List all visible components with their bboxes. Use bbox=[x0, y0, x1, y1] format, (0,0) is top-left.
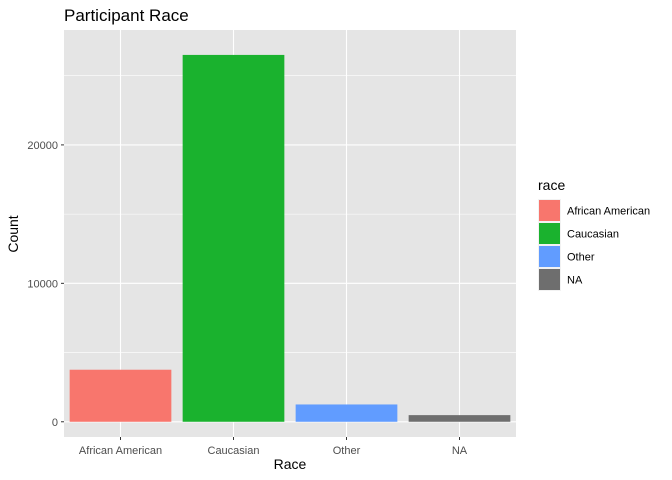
x-tick-label: NA bbox=[452, 445, 468, 457]
legend-swatch bbox=[539, 223, 560, 244]
plot-title: Participant Race bbox=[64, 6, 189, 25]
y-tick-label: 0 bbox=[52, 417, 58, 429]
x-tick-label: Other bbox=[333, 445, 361, 457]
legend-label: African American bbox=[567, 206, 650, 218]
legend: race African American Caucasian Other NA bbox=[538, 177, 650, 291]
bar-na bbox=[408, 415, 511, 422]
legend-label: Other bbox=[567, 252, 595, 264]
y-tick-label: 10000 bbox=[27, 278, 58, 290]
legend-swatch bbox=[539, 269, 560, 290]
plot-panel bbox=[64, 30, 516, 437]
legend-swatch bbox=[539, 246, 560, 267]
y-tick-label: 20000 bbox=[27, 140, 58, 152]
bar-african-american bbox=[69, 369, 172, 422]
y-axis-ticks: 0 10000 20000 bbox=[27, 140, 64, 429]
x-tick-label: African American bbox=[79, 445, 162, 457]
legend-label: Caucasian bbox=[567, 229, 619, 241]
y-axis-title: Count bbox=[5, 215, 21, 252]
x-axis-ticks: African American Caucasian Other NA bbox=[79, 437, 468, 457]
legend-swatch bbox=[539, 200, 560, 221]
x-tick-label: Caucasian bbox=[208, 445, 260, 457]
legend-label: NA bbox=[567, 275, 583, 287]
x-axis-title: Race bbox=[274, 456, 307, 472]
legend-title: race bbox=[538, 177, 565, 193]
bar-caucasian bbox=[182, 54, 285, 422]
bar-other bbox=[295, 404, 398, 422]
bars bbox=[69, 54, 511, 422]
